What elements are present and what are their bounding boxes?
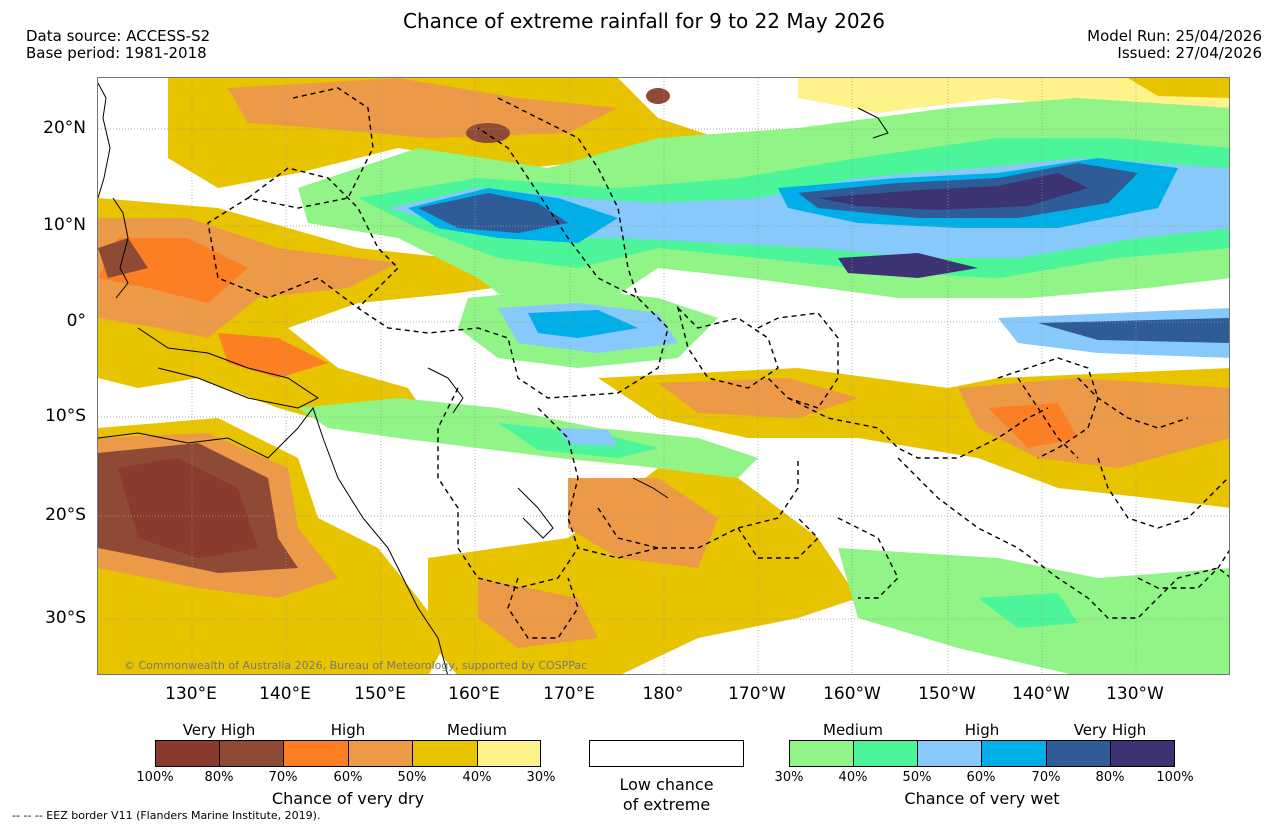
wet-tick-100: 100%: [1156, 770, 1194, 785]
wet-swatch-80-100: [1110, 740, 1175, 767]
dry-tick-40: 40%: [462, 770, 492, 785]
base-period-label: Base period: 1981-2018: [26, 44, 207, 62]
wet-zone-equator: [458, 288, 1229, 368]
dry-tick-50: 50%: [397, 770, 427, 785]
wet-tick-40: 40%: [838, 770, 868, 785]
lon-label-130w: 130°W: [1106, 684, 1164, 704]
lat-label-10s: 10°S: [45, 406, 86, 426]
lon-label-180: 180°: [642, 684, 684, 704]
dry-heading-high: High: [330, 721, 366, 739]
lat-label-20s: 20°S: [45, 505, 86, 525]
lat-label-10n: 10°N: [43, 215, 86, 235]
dry-zone-west: [98, 198, 528, 428]
dry-zone-south-central: [428, 468, 858, 674]
lon-label-160w: 160°W: [823, 684, 881, 704]
eez-borders: [207, 87, 1229, 639]
dry-swatch-70-60: [283, 740, 349, 767]
dry-heading-medium: Medium: [447, 721, 507, 739]
wet-swatch-70-80: [1046, 740, 1111, 767]
lat-label-30s: 30°S: [45, 608, 86, 628]
lat-label-0: 0°: [66, 311, 86, 331]
lon-label-150w: 150°W: [918, 684, 976, 704]
lon-label-170w: 170°W: [728, 684, 786, 704]
dry-tick-80: 80%: [204, 770, 234, 785]
data-source-label: Data source: ACCESS-S2: [26, 27, 211, 45]
lon-label-150e: 150°E: [354, 684, 406, 704]
lon-label-160e: 160°E: [448, 684, 500, 704]
copyright-notice: © Commonwealth of Australia 2026, Bureau…: [124, 659, 588, 672]
rainfall-map: [97, 77, 1230, 675]
dry-swatch-60-50: [348, 740, 413, 767]
wet-tick-60: 60%: [966, 770, 996, 785]
lon-label-130e: 130°E: [165, 684, 217, 704]
wet-zone-north: [298, 98, 1229, 308]
dry-heading-very-high: Very High: [182, 721, 256, 739]
wet-swatch-30-40: [789, 740, 854, 767]
wet-tick-80: 80%: [1095, 770, 1125, 785]
map-title: Chance of extreme rainfall for 9 to 22 M…: [403, 9, 885, 33]
wet-tick-50: 50%: [902, 770, 932, 785]
wet-swatch-40-50: [853, 740, 918, 767]
dry-caption: Chance of very dry: [271, 789, 425, 808]
low-chance-line1: Low chance: [619, 775, 714, 794]
dry-tick-100: 100%: [136, 770, 174, 785]
model-run-label: Model Run: 25/04/2026: [1087, 27, 1262, 45]
dry-swatch-50-40: [412, 740, 478, 767]
dry-swatch-100-80: [155, 740, 220, 767]
wet-heading-medium: Medium: [823, 721, 883, 739]
rainfall-map-graphic: [98, 78, 1229, 674]
dry-swatch-40-30: [477, 740, 541, 767]
lon-label-170e: 170°E: [543, 684, 595, 704]
dry-tick-30: 30%: [526, 770, 556, 785]
low-chance-line2: of extreme: [622, 795, 711, 814]
wet-tick-30: 30%: [774, 770, 804, 785]
issued-label: Issued: 27/04/2026: [1117, 44, 1262, 62]
eez-footnote: -- -- -- EEZ border V11 (Flanders Marine…: [12, 809, 321, 822]
dry-tick-60: 60%: [333, 770, 363, 785]
wet-heading-high: High: [964, 721, 1000, 739]
low-chance-swatch: [589, 740, 744, 767]
wet-tick-70: 70%: [1031, 770, 1061, 785]
wet-zone-south: [298, 398, 1229, 674]
lat-label-20n: 20°N: [43, 118, 86, 138]
wet-caption: Chance of very wet: [904, 789, 1060, 808]
dry-zone-australia: [98, 418, 448, 674]
dry-tick-70: 70%: [268, 770, 298, 785]
graticule: [98, 78, 1229, 674]
coastlines: [98, 82, 889, 674]
lon-label-140w: 140°W: [1012, 684, 1070, 704]
dry-zone-east: [598, 368, 1229, 508]
wet-heading-very-high: Very High: [1073, 721, 1147, 739]
wet-swatch-60-70: [981, 740, 1047, 767]
dry-swatch-80-70: [219, 740, 284, 767]
lon-label-140e: 140°E: [259, 684, 311, 704]
wet-swatch-50-60: [917, 740, 982, 767]
